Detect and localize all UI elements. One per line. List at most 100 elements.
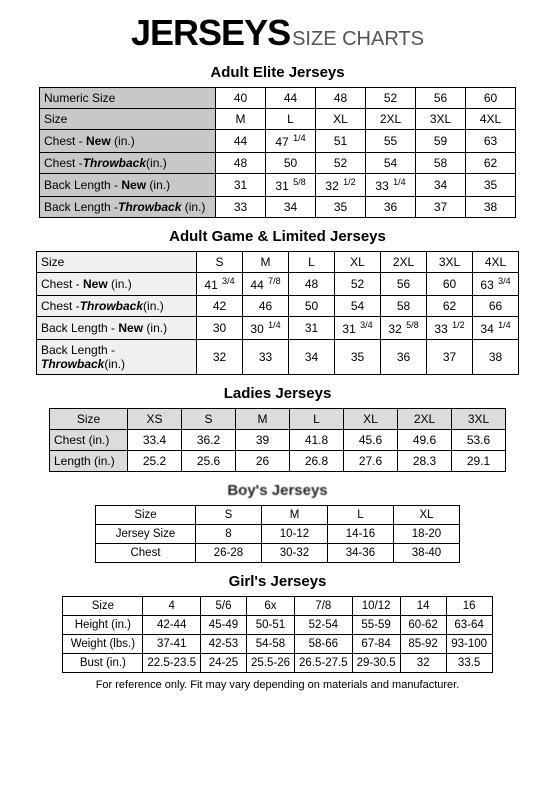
- cell: S: [197, 252, 243, 273]
- title-main: JERSEYS: [131, 12, 290, 53]
- cell: 47 1/4: [266, 130, 316, 153]
- cell: 55: [366, 130, 416, 153]
- cell: 16: [446, 597, 492, 616]
- cell: 54-58: [246, 635, 294, 654]
- cell: 93-100: [446, 635, 492, 654]
- cell: 36.2: [182, 430, 236, 451]
- cell: 34 1/4: [473, 317, 519, 340]
- cell: 32: [400, 654, 446, 673]
- table-row: Height (in.)42-4445-4950-5152-5455-5960-…: [63, 616, 492, 635]
- cell: 60: [466, 88, 516, 109]
- cell: 22.5-23.5: [143, 654, 201, 673]
- cell: 3XL: [427, 252, 473, 273]
- cell: 6x: [246, 597, 294, 616]
- cell: 54: [335, 296, 381, 317]
- row-label: Chest - New (in.): [40, 130, 216, 153]
- cell: 38-40: [394, 544, 460, 563]
- table-row: Jersey Size810-1214-1618-20: [96, 525, 460, 544]
- row-label: Chest - New (in.): [37, 273, 197, 296]
- row-label: Back Length - New (in.): [37, 317, 197, 340]
- cell: 85-92: [400, 635, 446, 654]
- cell: M: [243, 252, 289, 273]
- cell: 4XL: [473, 252, 519, 273]
- cell: M: [236, 409, 290, 430]
- cell: 60: [427, 273, 473, 296]
- row-label: Size: [96, 506, 196, 525]
- cell: 32: [197, 340, 243, 375]
- cell: 4XL: [466, 109, 516, 130]
- cell: 58: [381, 296, 427, 317]
- cell: 54: [366, 153, 416, 174]
- section-title-boys: Boy's Jerseys: [8, 482, 547, 499]
- cell: 32 1/2: [316, 174, 366, 197]
- cell: 58: [416, 153, 466, 174]
- cell: 52: [366, 88, 416, 109]
- cell: 26.8: [290, 451, 344, 472]
- cell: M: [216, 109, 266, 130]
- cell: 36: [366, 197, 416, 218]
- cell: 25.2: [128, 451, 182, 472]
- cell: 32 5/8: [381, 317, 427, 340]
- table-row: SizeSMLXL2XL3XL4XL: [37, 252, 519, 273]
- cell: 52: [335, 273, 381, 296]
- cell: 18-20: [394, 525, 460, 544]
- cell: 31: [216, 174, 266, 197]
- cell: 26-28: [196, 544, 262, 563]
- cell: 62: [466, 153, 516, 174]
- table-row: SizeXSSMLXL2XL3XL: [50, 409, 506, 430]
- cell: 31 3/4: [335, 317, 381, 340]
- cell: 52: [316, 153, 366, 174]
- cell: L: [266, 109, 316, 130]
- cell: XL: [316, 109, 366, 130]
- footnote: For reference only. Fit may vary dependi…: [8, 679, 547, 691]
- cell: 3XL: [452, 409, 506, 430]
- cell: 48: [316, 88, 366, 109]
- cell: 44: [216, 130, 266, 153]
- section-title-girls: Girl's Jerseys: [8, 573, 547, 590]
- cell: 39: [236, 430, 290, 451]
- table-row: Back Length - New (in.)3131 5/832 1/233 …: [40, 174, 516, 197]
- table-ladies: SizeXSSMLXL2XL3XLChest (in.)33.436.23941…: [49, 408, 506, 472]
- cell: 24-25: [200, 654, 246, 673]
- table-row: Chest - New (in.)4447 1/451555963: [40, 130, 516, 153]
- cell: 27.6: [344, 451, 398, 472]
- row-label: Back Length - New (in.): [40, 174, 216, 197]
- cell: 14: [400, 597, 446, 616]
- cell: 44 7/8: [243, 273, 289, 296]
- section-title-adult-elite: Adult Elite Jerseys: [8, 64, 547, 81]
- row-label: Length (in.): [50, 451, 128, 472]
- row-label: Jersey Size: [96, 525, 196, 544]
- cell: 40: [216, 88, 266, 109]
- cell: 56: [381, 273, 427, 296]
- table-row: Back Length - New (in.)3030 1/43131 3/43…: [37, 317, 519, 340]
- row-label: Size: [63, 597, 143, 616]
- cell: 63: [466, 130, 516, 153]
- row-label: Back Length -Throwback(in.): [37, 340, 197, 375]
- cell: 36: [381, 340, 427, 375]
- cell: 34: [289, 340, 335, 375]
- cell: 34-36: [328, 544, 394, 563]
- cell: L: [290, 409, 344, 430]
- table-row: Length (in.)25.225.62626.827.628.329.1: [50, 451, 506, 472]
- cell: L: [289, 252, 335, 273]
- cell: 26: [236, 451, 290, 472]
- table-row: Chest26-2830-3234-3638-40: [96, 544, 460, 563]
- cell: 41.8: [290, 430, 344, 451]
- cell: 62: [427, 296, 473, 317]
- cell: 59: [416, 130, 466, 153]
- cell: 28.3: [398, 451, 452, 472]
- cell: 31 5/8: [266, 174, 316, 197]
- cell: 51: [316, 130, 366, 153]
- row-label: Chest: [96, 544, 196, 563]
- cell: S: [182, 409, 236, 430]
- cell: 56: [416, 88, 466, 109]
- cell: 33.4: [128, 430, 182, 451]
- cell: 33 1/2: [427, 317, 473, 340]
- cell: 2XL: [381, 252, 427, 273]
- table-row: Chest -Throwback(in.)42465054586266: [37, 296, 519, 317]
- cell: 46: [243, 296, 289, 317]
- cell: 37: [416, 197, 466, 218]
- cell: 38: [466, 197, 516, 218]
- cell: 2XL: [398, 409, 452, 430]
- cell: 8: [196, 525, 262, 544]
